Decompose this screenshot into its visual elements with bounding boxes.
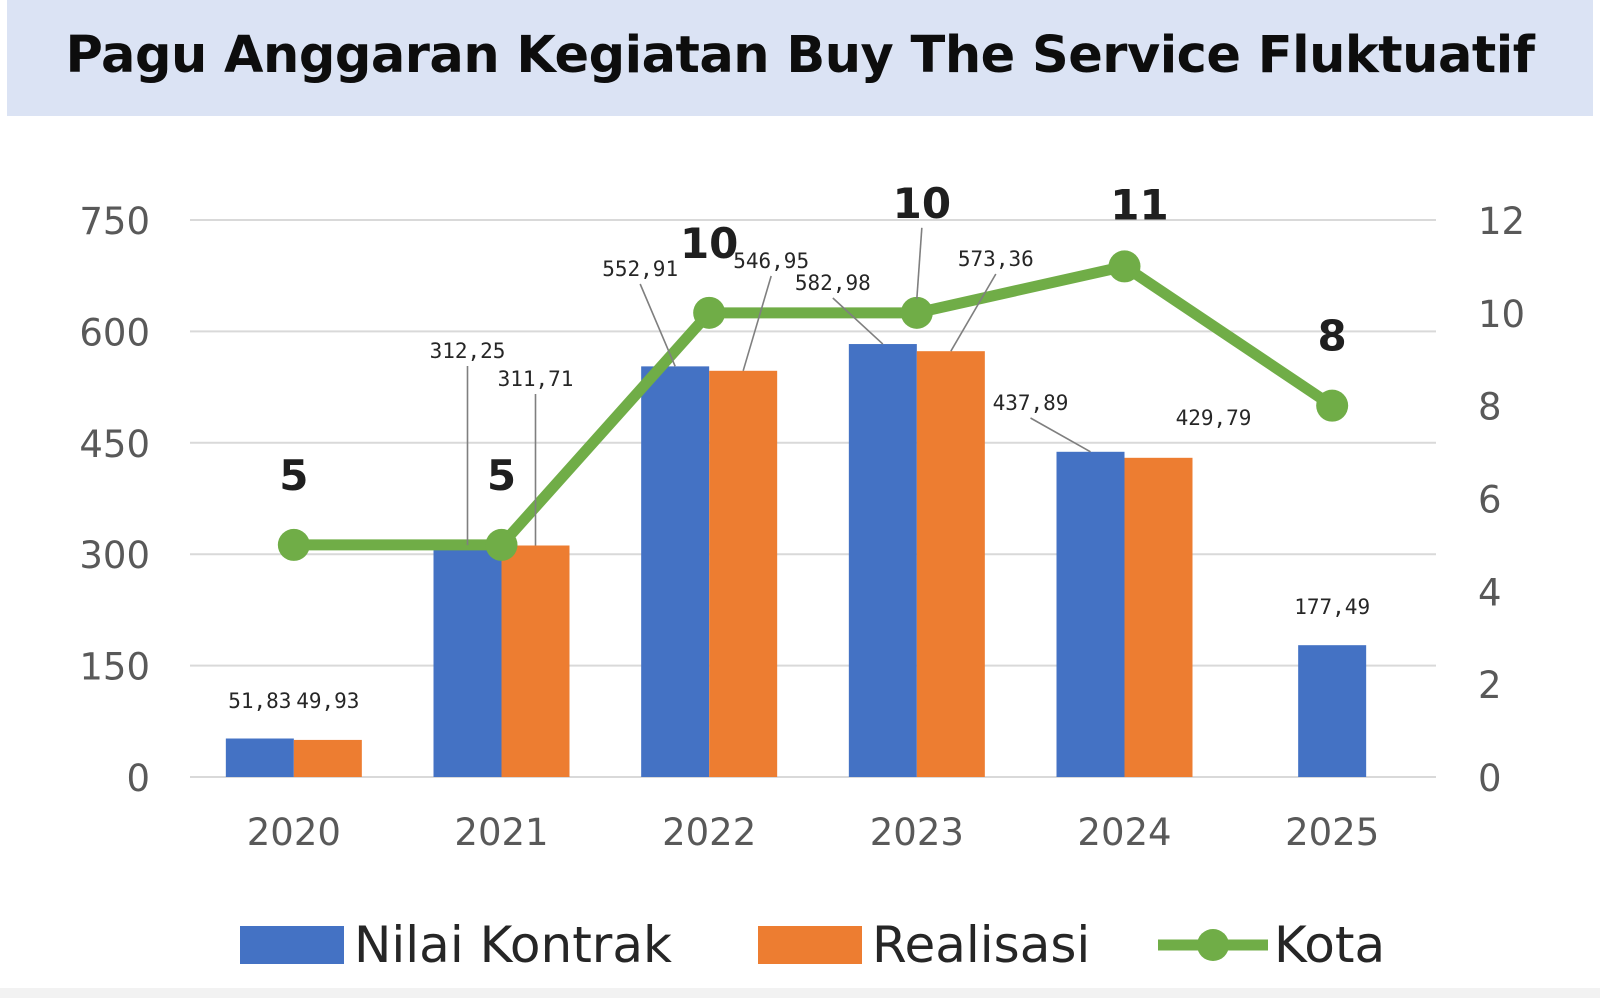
leader-line <box>832 297 884 345</box>
legend-swatch-marker <box>1197 929 1229 961</box>
marker-kota <box>693 296 726 329</box>
leader-line <box>639 283 676 367</box>
legend-label: Nilai Kontrak <box>354 916 672 974</box>
legend-label: Realisasi <box>872 916 1090 974</box>
leader-line <box>1030 417 1091 453</box>
data-label-realisasi: 546,95 <box>733 249 809 273</box>
marker-kota <box>1316 389 1349 422</box>
bar-nilai-kontrak <box>848 344 917 777</box>
y-right-tick-label: 8 <box>1478 386 1502 429</box>
marker-kota <box>900 296 933 329</box>
legend-label: Kota <box>1274 916 1385 974</box>
data-label-nilai-kontrak: 312,25 <box>430 339 506 363</box>
x-tick-label: 2020 <box>247 811 341 854</box>
data-label-kota: 10 <box>680 219 738 268</box>
marker-kota <box>1108 250 1141 283</box>
data-label-nilai-kontrak: 582,98 <box>795 271 871 295</box>
bar-realisasi <box>1124 457 1193 777</box>
data-label-nilai-kontrak: 51,83 <box>228 689 291 713</box>
marker-kota <box>485 528 518 561</box>
y-left-tick-label: 600 <box>79 311 150 354</box>
y-right-tick-label: 10 <box>1478 293 1525 336</box>
x-tick-label: 2023 <box>870 811 964 854</box>
leader-line <box>916 227 923 299</box>
y-left-tick-label: 0 <box>126 757 150 800</box>
leader-line <box>742 275 772 372</box>
y-left-tick-label: 150 <box>79 646 150 689</box>
data-label-kota: 10 <box>893 179 951 228</box>
y-left-tick-label: 300 <box>79 534 150 577</box>
x-tick-label: 2022 <box>662 811 756 854</box>
bar-nilai-kontrak <box>433 545 502 777</box>
x-tick-label: 2021 <box>454 811 548 854</box>
data-label-realisasi: 573,36 <box>958 247 1034 271</box>
bar-realisasi <box>501 545 570 777</box>
data-label-kota: 5 <box>487 451 516 500</box>
data-label-nilai-kontrak: 437,89 <box>993 391 1069 415</box>
leader-line <box>950 273 997 352</box>
legend-swatch <box>758 926 862 964</box>
marker-kota <box>277 528 310 561</box>
bar-nilai-kontrak <box>225 738 294 777</box>
data-label-kota: 11 <box>1110 180 1168 229</box>
legend-swatch <box>240 926 344 964</box>
y-right-tick-label: 4 <box>1478 571 1502 614</box>
y-right-tick-label: 12 <box>1478 200 1525 243</box>
y-right-tick-label: 0 <box>1478 757 1502 800</box>
page-title: Pagu Anggaran Kegiatan Buy The Service F… <box>65 25 1535 85</box>
bar-nilai-kontrak <box>641 366 710 777</box>
bar-realisasi <box>293 739 362 777</box>
bar-nilai-kontrak <box>1298 645 1367 777</box>
bar-nilai-kontrak <box>1056 451 1125 777</box>
data-label-nilai-kontrak: 552,91 <box>602 257 678 281</box>
data-label-realisasi: 311,71 <box>498 367 574 391</box>
data-label-realisasi: 49,93 <box>296 689 359 713</box>
data-label-realisasi: 429,79 <box>1176 406 1252 430</box>
y-left-tick-label: 450 <box>79 423 150 466</box>
y-left-tick-label: 750 <box>79 200 150 243</box>
x-tick-label: 2025 <box>1285 811 1379 854</box>
bar-realisasi <box>709 370 778 777</box>
data-label-kota: 8 <box>1318 312 1347 361</box>
bar-realisasi <box>916 351 985 777</box>
bottom-edge <box>0 988 1600 998</box>
data-label-kota: 5 <box>279 451 308 500</box>
y-right-tick-label: 2 <box>1478 664 1502 707</box>
y-right-tick-label: 6 <box>1478 479 1502 522</box>
x-tick-label: 2024 <box>1077 811 1171 854</box>
title-band: Pagu Anggaran Kegiatan Buy The Service F… <box>7 0 1593 116</box>
data-label-nilai-kontrak: 177,49 <box>1294 595 1370 619</box>
